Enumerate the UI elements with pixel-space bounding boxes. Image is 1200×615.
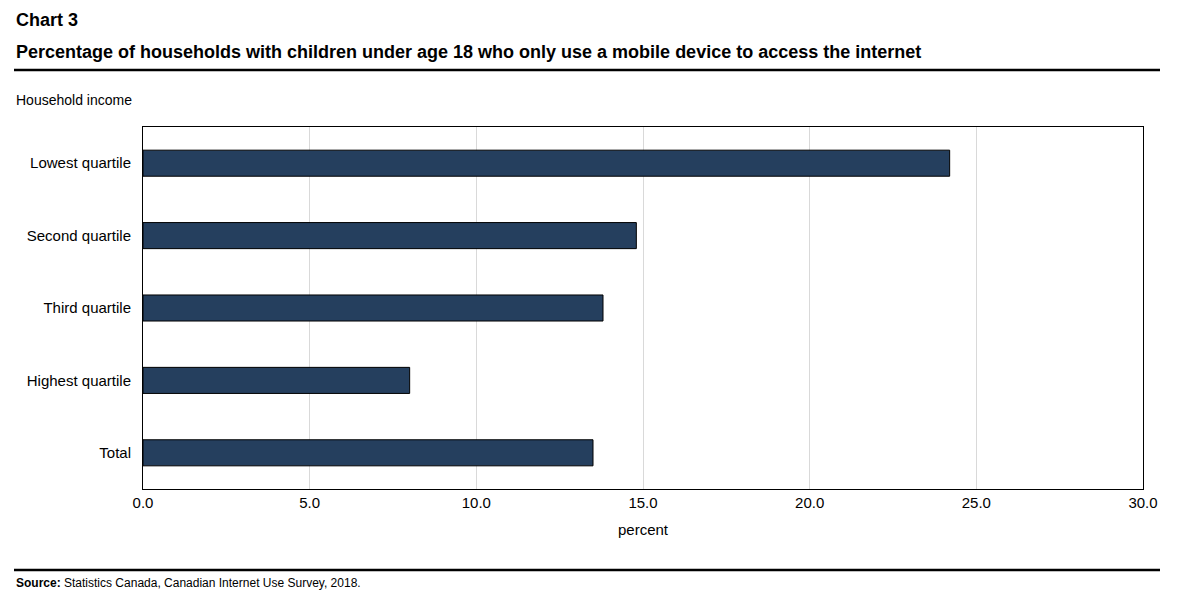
svg-text:Percentage of households with: Percentage of households with children u… <box>16 42 921 62</box>
svg-text:percent: percent <box>618 521 669 538</box>
svg-text:Source: Statistics Canada, Can: Source: Statistics Canada, Canadian Inte… <box>16 576 361 590</box>
svg-text:10.0: 10.0 <box>462 494 491 511</box>
svg-text:Lowest quartile: Lowest quartile <box>30 154 131 171</box>
svg-text:Chart 3: Chart 3 <box>16 10 78 30</box>
svg-text:0.0: 0.0 <box>133 494 154 511</box>
svg-text:Highest quartile: Highest quartile <box>27 372 131 389</box>
svg-text:Third quartile: Third quartile <box>43 299 131 316</box>
svg-text:Household income: Household income <box>16 92 132 108</box>
svg-text:30.0: 30.0 <box>1128 494 1157 511</box>
svg-text:25.0: 25.0 <box>962 494 991 511</box>
svg-text:Second quartile: Second quartile <box>27 227 131 244</box>
svg-text:15.0: 15.0 <box>628 494 657 511</box>
svg-text:20.0: 20.0 <box>795 494 824 511</box>
svg-text:5.0: 5.0 <box>299 494 320 511</box>
svg-text:Total: Total <box>99 444 131 461</box>
